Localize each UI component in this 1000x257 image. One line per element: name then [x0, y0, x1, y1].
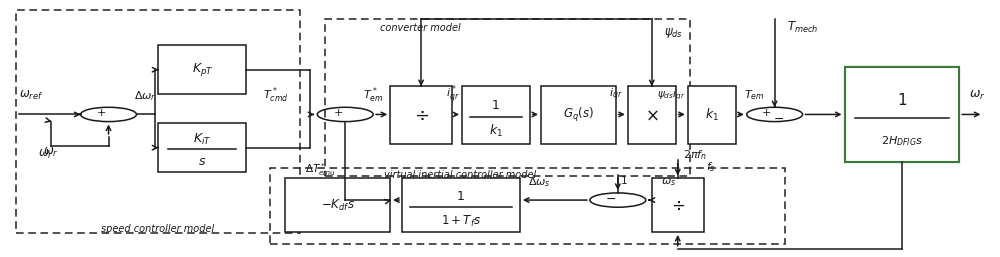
Bar	[390, 86, 452, 144]
Text: $\Delta\omega_r$: $\Delta\omega_r$	[134, 90, 156, 104]
Text: 1: 1	[621, 176, 627, 186]
Bar	[845, 67, 959, 162]
Text: $1+T_f s$: $1+T_f s$	[441, 214, 481, 229]
Text: $T^*_{cmd}$: $T^*_{cmd}$	[263, 86, 288, 105]
Text: 1: 1	[897, 93, 907, 108]
Text: $\omega_{ref}$: $\omega_{ref}$	[19, 89, 43, 102]
Text: $\div$: $\div$	[414, 106, 429, 124]
Bar	[285, 178, 390, 232]
Text: $-$: $-$	[773, 112, 784, 125]
Bar	[541, 86, 616, 144]
Text: $\times$: $\times$	[645, 106, 659, 124]
Text: $i_{qr}$: $i_{qr}$	[609, 87, 623, 104]
Bar	[270, 168, 785, 244]
Text: $s$: $s$	[198, 155, 207, 168]
Text: $\omega_r$: $\omega_r$	[38, 148, 53, 161]
Text: $T^*_{em}$: $T^*_{em}$	[363, 86, 383, 105]
Bar	[462, 86, 530, 144]
Text: $2H_{DFIG}s$: $2H_{DFIG}s$	[881, 134, 923, 148]
Text: $T_{em}$: $T_{em}$	[744, 88, 765, 102]
Text: $-K_{df}s$: $-K_{df}s$	[321, 198, 355, 213]
Text: $k_1$: $k_1$	[705, 107, 719, 123]
Bar	[628, 86, 676, 144]
Bar	[158, 45, 246, 94]
Text: $\psi_{ds}i_{qr}$: $\psi_{ds}i_{qr}$	[657, 88, 686, 103]
Text: virtual inertial controller model: virtual inertial controller model	[384, 170, 536, 180]
Text: $\Delta\omega_s$: $\Delta\omega_s$	[528, 175, 551, 189]
Text: $\psi_{ds}$: $\psi_{ds}$	[664, 26, 683, 40]
Text: $k_1$: $k_1$	[489, 123, 503, 139]
Text: $K_{pT}$: $K_{pT}$	[192, 61, 213, 78]
Text: $\omega_r$: $\omega_r$	[969, 89, 986, 102]
Text: $\omega_r$: $\omega_r$	[43, 146, 58, 160]
Text: $-$: $-$	[605, 192, 616, 205]
Text: converter model: converter model	[380, 23, 460, 33]
Text: $\omega_s$: $\omega_s$	[661, 176, 676, 188]
Text: $f_s$: $f_s$	[706, 160, 716, 174]
Text: $G_q(s)$: $G_q(s)$	[563, 106, 594, 124]
Text: 1: 1	[492, 99, 500, 112]
Text: speed controller model: speed controller model	[101, 224, 214, 234]
Bar	[845, 67, 959, 162]
Bar	[402, 178, 520, 232]
Bar	[16, 10, 300, 233]
Text: $2\pi f_n$: $2\pi f_n$	[683, 149, 707, 162]
Text: +: +	[97, 108, 106, 118]
Text: $i^*_{qr}$: $i^*_{qr}$	[446, 84, 460, 106]
Bar	[158, 123, 246, 172]
Text: 1: 1	[457, 190, 465, 203]
Text: $\Delta T^*_{emu}$: $\Delta T^*_{emu}$	[305, 161, 336, 178]
Bar	[325, 19, 690, 176]
Text: $T_{mech}$: $T_{mech}$	[787, 20, 818, 35]
Bar	[688, 86, 736, 144]
Text: +: +	[762, 108, 771, 118]
Text: $\div$: $\div$	[671, 196, 685, 214]
Bar	[652, 178, 704, 232]
Text: +: +	[334, 108, 343, 118]
Text: $K_{iT}$: $K_{iT}$	[193, 132, 212, 147]
